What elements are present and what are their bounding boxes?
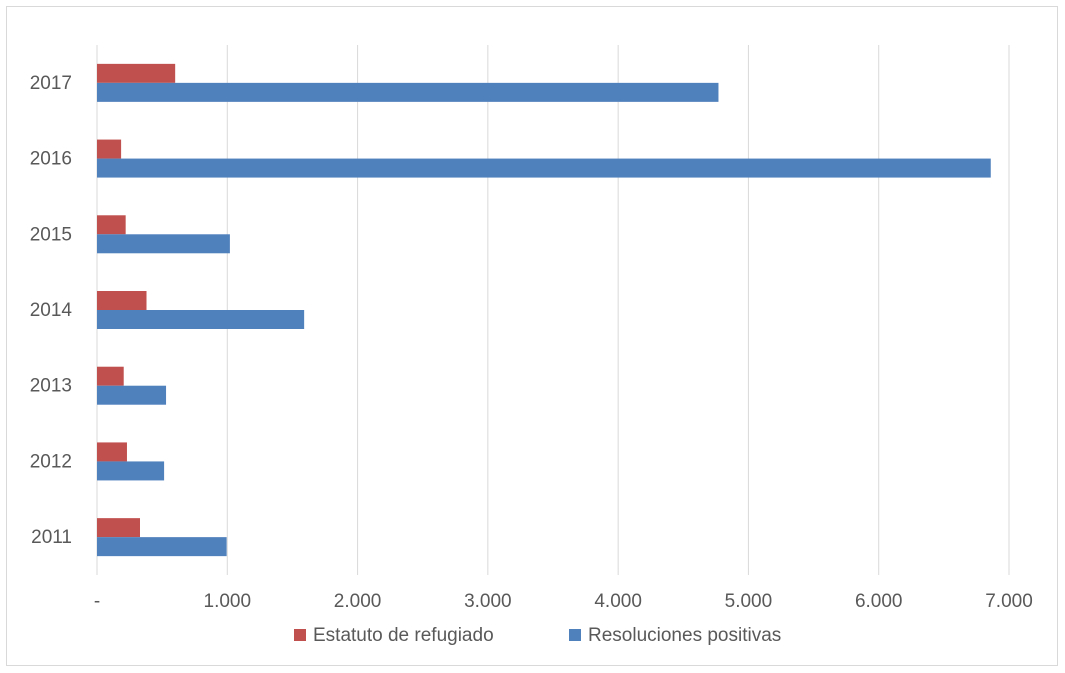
bar-estatuto-refugiado xyxy=(97,215,126,235)
bar-resoluciones-positivas xyxy=(97,82,719,102)
bar-resoluciones-positivas xyxy=(97,461,165,481)
y-tick-label: 2012 xyxy=(30,451,72,472)
legend-swatch xyxy=(569,629,581,641)
bar-estatuto-refugiado xyxy=(97,442,127,462)
y-tick-label: 2016 xyxy=(30,149,72,170)
x-tick-label: 7.000 xyxy=(985,591,1033,612)
y-axis: 2011 2012 2013 2014 2015 2016 2017 xyxy=(30,73,73,548)
y-tick-label: 2013 xyxy=(30,376,72,397)
bar-estatuto-refugiado xyxy=(97,366,124,386)
chart-frame: 2011 2012 2013 2014 2015 2016 2017 - 1.000 2.000… xyxy=(6,6,1058,666)
x-tick-label: 1.000 xyxy=(204,591,252,612)
bar-resoluciones-positivas xyxy=(97,385,167,405)
x-tick-label: - xyxy=(94,591,100,612)
y-tick-label: 2014 xyxy=(30,300,73,321)
bar-estatuto-refugiado xyxy=(97,291,147,310)
y-tick-label: 2011 xyxy=(31,527,72,548)
bar-resoluciones-positivas xyxy=(97,310,305,329)
y-tick-label: 2017 xyxy=(30,73,72,94)
grid-lines xyxy=(96,45,1010,575)
legend: Estatuto de refugiado Resoluciones positi… xyxy=(294,625,781,646)
x-axis: - 1.000 2.000 3.000 4.000 5.000 6.000 7.000 xyxy=(94,591,1033,612)
legend-swatch xyxy=(294,629,306,641)
x-tick-label: 6.000 xyxy=(855,591,903,612)
x-tick-label: 3.000 xyxy=(464,591,512,612)
bar-estatuto-refugiado xyxy=(97,139,122,159)
bar-resoluciones-positivas xyxy=(97,234,230,254)
x-tick-label: 2.000 xyxy=(334,591,382,612)
y-tick-label: 2015 xyxy=(30,224,72,245)
legend-label: Resoluciones positivas xyxy=(588,625,781,646)
legend-label: Estatuto de refugiado xyxy=(313,625,494,646)
bar-resoluciones-positivas xyxy=(97,158,991,178)
x-tick-label: 4.000 xyxy=(594,591,642,612)
bar-estatuto-refugiado xyxy=(97,518,140,538)
bars xyxy=(97,63,991,557)
bar-estatuto-refugiado xyxy=(97,63,176,83)
x-tick-label: 5.000 xyxy=(725,591,773,612)
bar-resoluciones-positivas xyxy=(97,537,227,557)
bar-chart: 2011 2012 2013 2014 2015 2016 2017 - 1.000 2.000… xyxy=(30,45,1033,646)
